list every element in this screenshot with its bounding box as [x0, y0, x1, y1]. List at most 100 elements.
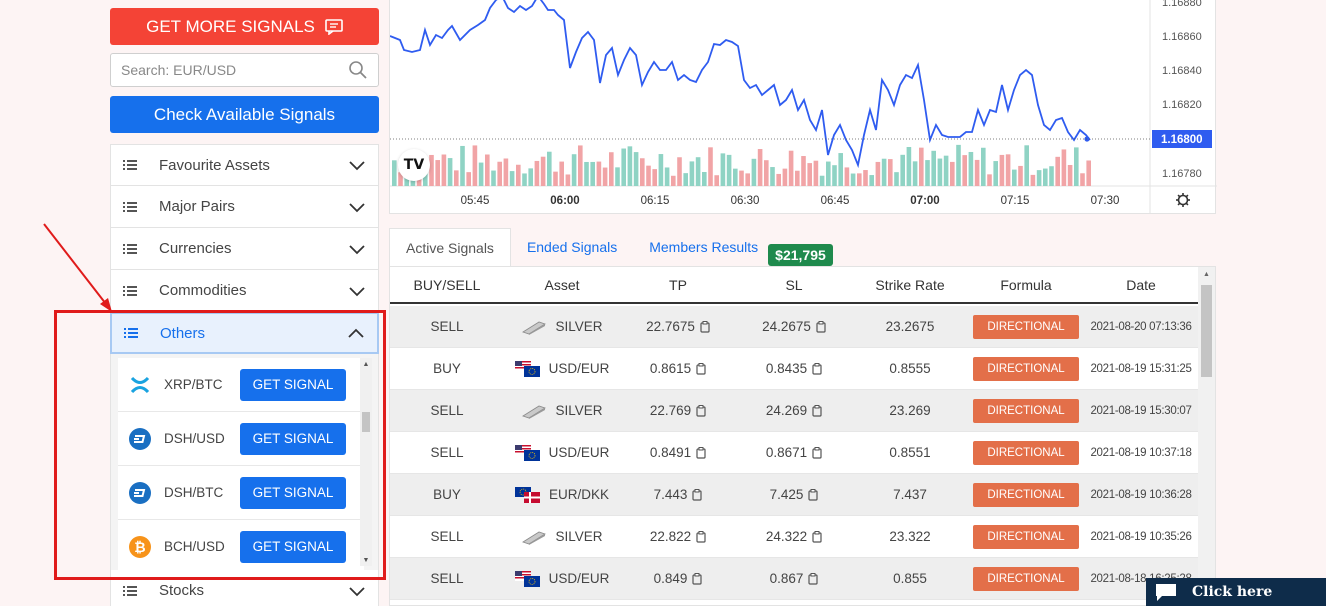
tab-active-signals[interactable]: Active Signals	[389, 228, 511, 266]
volume-bar	[801, 156, 806, 186]
scroll-up-arrow-icon[interactable]: ▲	[362, 360, 370, 368]
strike-text: 0.8551	[889, 445, 931, 460]
price-chart[interactable]: 1.16880 1.16860 1.16840 1.16820 1.16780 1.168…	[389, 0, 1217, 214]
volume-bar	[683, 173, 688, 186]
volume-bar	[466, 172, 471, 186]
search-input[interactable]	[121, 62, 348, 78]
signals-tabs: Active Signals Ended Signals Members Res…	[389, 228, 833, 266]
volume-bar	[559, 161, 564, 186]
chat-widget-button[interactable]: Click here	[1146, 578, 1326, 606]
table-row[interactable]: BUY USD/EUR 0.8615 0.8435 0.8555 DIRECTIONAL 2…	[390, 348, 1198, 390]
cell-date: 2021-08-19 15:30:07	[1084, 405, 1198, 417]
copy-icon[interactable]	[696, 404, 706, 417]
copy-icon[interactable]	[808, 572, 818, 585]
directional-button[interactable]: DIRECTIONAL	[973, 398, 1079, 423]
get-more-signals-button[interactable]: GET MORE SIGNALS	[110, 8, 379, 45]
copy-icon[interactable]	[696, 446, 706, 459]
list-icon	[123, 243, 137, 254]
scroll-thumb[interactable]	[362, 412, 370, 432]
volume-bar	[850, 173, 856, 186]
volume-bar	[392, 160, 397, 186]
get-signal-button[interactable]: GET SIGNAL	[240, 368, 346, 401]
table-row[interactable]: SELL USD/EUR 0.8491 0.8671 0.8551 DIRECTIONAL…	[390, 432, 1198, 474]
pair-label: XRP/BTC	[164, 377, 223, 392]
category-stocks[interactable]: Stocks	[110, 570, 379, 606]
x-tick-label: 06:00	[550, 195, 579, 207]
copy-icon[interactable]	[696, 530, 706, 543]
table-row[interactable]: SELL SILVER 22.769 24.269 23.269 DIRECTIONAL 2…	[390, 390, 1198, 432]
header-asset: Asset	[544, 276, 580, 293]
volume-bar	[646, 165, 651, 186]
volume-bar	[968, 151, 974, 186]
table-row[interactable]: SELL SILVER 22.822 24.322 23.322 DIRECTIONAL 2…	[390, 516, 1198, 558]
volume-bar	[578, 145, 583, 186]
directional-button[interactable]: DIRECTIONAL	[973, 566, 1079, 591]
cell-strike: 7.437	[852, 487, 968, 502]
table-row[interactable]: SELL USD/EUR 0.849 0.867 0.855 DIRECTIONAL 202…	[390, 558, 1198, 600]
category-commodities[interactable]: Commodities	[110, 270, 379, 312]
header-tp: TP	[669, 276, 687, 293]
volume-bar	[912, 161, 918, 186]
cell-asset: USD/EUR	[504, 444, 620, 461]
category-favourite-assets[interactable]: Favourite Assets	[110, 144, 379, 186]
scroll-up-arrow-icon[interactable]: ▲	[1203, 270, 1210, 278]
scroll-down-arrow-icon[interactable]: ▼	[362, 556, 370, 564]
copy-icon[interactable]	[812, 362, 822, 375]
volume-bar	[621, 148, 626, 186]
volume-bar	[943, 155, 949, 186]
directional-button[interactable]: DIRECTIONAL	[973, 482, 1079, 507]
get-signal-button[interactable]: GET SIGNAL	[240, 422, 346, 455]
tradingview-logo: TV	[398, 149, 430, 181]
category-currencies[interactable]: Currencies	[110, 228, 379, 270]
tab-ended-signals[interactable]: Ended Signals	[526, 239, 618, 255]
table-row[interactable]: BUY EUR/DKK 7.443 7.425 7.437 DIRECTIONAL 2021…	[390, 474, 1198, 516]
settings-gear-icon[interactable]	[1176, 193, 1190, 207]
copy-icon[interactable]	[812, 404, 822, 417]
directional-button[interactable]: DIRECTIONAL	[973, 314, 1079, 339]
volume-bar	[857, 173, 862, 186]
copy-icon[interactable]	[692, 488, 702, 501]
scroll-thumb[interactable]	[1201, 285, 1212, 377]
copy-icon[interactable]	[808, 488, 818, 501]
volume-bar	[497, 161, 502, 186]
copy-icon[interactable]	[692, 572, 702, 585]
volume-bar	[999, 154, 1005, 186]
volume-bar	[664, 167, 670, 186]
chevron-down-icon	[349, 286, 365, 296]
get-signal-button[interactable]: GET SIGNAL	[240, 476, 346, 509]
usd-eur-flag-icon	[514, 360, 540, 377]
volume-bar	[720, 153, 726, 186]
asset-text: SILVER	[555, 529, 603, 544]
current-price-label-bg	[1152, 130, 1212, 148]
tp-text: 0.8491	[649, 445, 692, 460]
get-signal-button[interactable]: GET SIGNAL	[240, 530, 346, 563]
category-label: Stocks	[159, 582, 205, 599]
chat-label: Click here	[1192, 584, 1273, 600]
copy-icon[interactable]	[812, 446, 822, 459]
volume-bar	[596, 161, 602, 186]
table-scrollbar[interactable]: ▲	[1198, 267, 1215, 605]
directional-button[interactable]: DIRECTIONAL	[973, 524, 1079, 549]
category-major-pairs[interactable]: Major Pairs	[110, 186, 379, 228]
submenu-scrollbar[interactable]: ▲ ▼	[360, 358, 372, 566]
category-others[interactable]: Others	[110, 312, 379, 354]
volume-bar	[776, 173, 781, 186]
directional-button[interactable]: DIRECTIONAL	[973, 356, 1079, 381]
directional-button[interactable]: DIRECTIONAL	[973, 440, 1079, 465]
volume-bar	[689, 161, 695, 186]
pair-label: BCH/USD	[164, 539, 225, 554]
volume-bar	[540, 156, 546, 186]
table-row[interactable]: SELL SILVER 22.7675 24.2675 23.2675 DIRECTION…	[390, 306, 1198, 348]
silver-bar-icon	[522, 531, 547, 545]
copy-icon[interactable]	[700, 320, 710, 333]
copy-icon[interactable]	[812, 530, 822, 543]
volume-bar	[894, 172, 899, 186]
volume-bar	[751, 158, 757, 186]
check-available-signals-button[interactable]: Check Available Signals	[110, 96, 379, 133]
copy-icon[interactable]	[696, 362, 706, 375]
tab-members-results[interactable]: Members Results	[649, 239, 759, 255]
chart-canvas[interactable]: 1.16880 1.16860 1.16840 1.16820 1.16780 1.168…	[390, 0, 1217, 214]
copy-icon[interactable]	[816, 320, 826, 333]
side-text: SELL	[430, 445, 464, 460]
search-icon[interactable]	[348, 60, 368, 80]
